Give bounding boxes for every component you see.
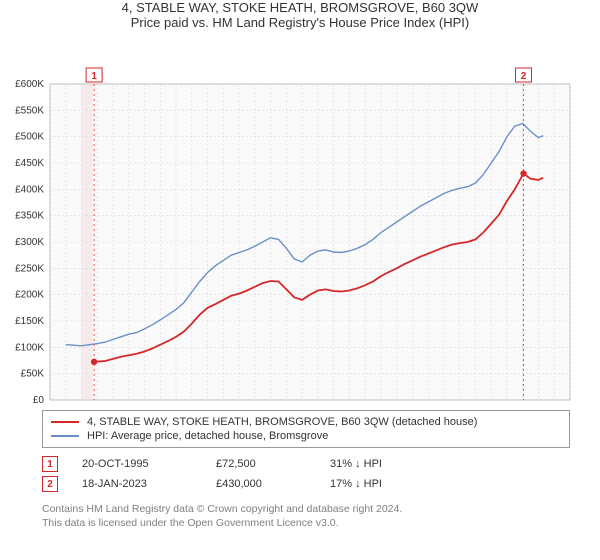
svg-text:£150K: £150K <box>15 316 44 327</box>
svg-text:£350K: £350K <box>15 211 44 222</box>
svg-text:£550K: £550K <box>15 105 44 116</box>
footer-line: This data is licensed under the Open Gov… <box>42 516 570 530</box>
legend-label: 4, STABLE WAY, STOKE HEATH, BROMSGROVE, … <box>87 416 477 428</box>
data-point-row: 2 18-JAN-2023 £430,000 17% ↓ HPI <box>42 474 570 494</box>
svg-text:£100K: £100K <box>15 342 44 353</box>
svg-text:£300K: £300K <box>15 237 44 248</box>
svg-text:1: 1 <box>91 71 97 82</box>
svg-text:£50K: £50K <box>21 369 45 380</box>
svg-text:£250K: £250K <box>15 263 44 274</box>
dp-delta: 17% ↓ HPI <box>330 478 382 490</box>
legend-row: 4, STABLE WAY, STOKE HEATH, BROMSGROVE, … <box>51 415 561 429</box>
data-points-table: 1 20-OCT-1995 £72,500 31% ↓ HPI 2 18-JAN… <box>42 454 570 494</box>
dp-price: £72,500 <box>216 458 306 470</box>
footer-attribution: Contains HM Land Registry data © Crown c… <box>42 502 570 530</box>
marker-2-badge: 2 <box>42 476 58 492</box>
chart-subtitle: Price paid vs. HM Land Registry's House … <box>0 15 600 30</box>
svg-text:£500K: £500K <box>15 132 44 143</box>
dp-date: 18-JAN-2023 <box>82 478 192 490</box>
legend-swatch <box>51 421 79 423</box>
chart-title: 4, STABLE WAY, STOKE HEATH, BROMSGROVE, … <box>0 0 600 15</box>
data-point-row: 1 20-OCT-1995 £72,500 31% ↓ HPI <box>42 454 570 474</box>
svg-text:2: 2 <box>521 71 527 82</box>
legend: 4, STABLE WAY, STOKE HEATH, BROMSGROVE, … <box>42 410 570 448</box>
price-chart: £0 £50K £100K £150K £200K £250K £300K £350K £400… <box>0 36 600 406</box>
svg-text:£450K: £450K <box>15 158 44 169</box>
legend-row: HPI: Average price, detached house, Brom… <box>51 429 561 443</box>
marker-1-badge: 1 <box>42 456 58 472</box>
svg-text:£0: £0 <box>33 395 45 406</box>
svg-text:£600K: £600K <box>15 79 44 90</box>
legend-label: HPI: Average price, detached house, Brom… <box>87 430 328 442</box>
dp-price: £430,000 <box>216 478 306 490</box>
svg-text:£200K: £200K <box>15 290 44 301</box>
dp-date: 20-OCT-1995 <box>82 458 192 470</box>
legend-swatch <box>51 435 79 437</box>
footer-line: Contains HM Land Registry data © Crown c… <box>42 502 570 516</box>
dp-delta: 31% ↓ HPI <box>330 458 382 470</box>
svg-text:£400K: £400K <box>15 184 44 195</box>
